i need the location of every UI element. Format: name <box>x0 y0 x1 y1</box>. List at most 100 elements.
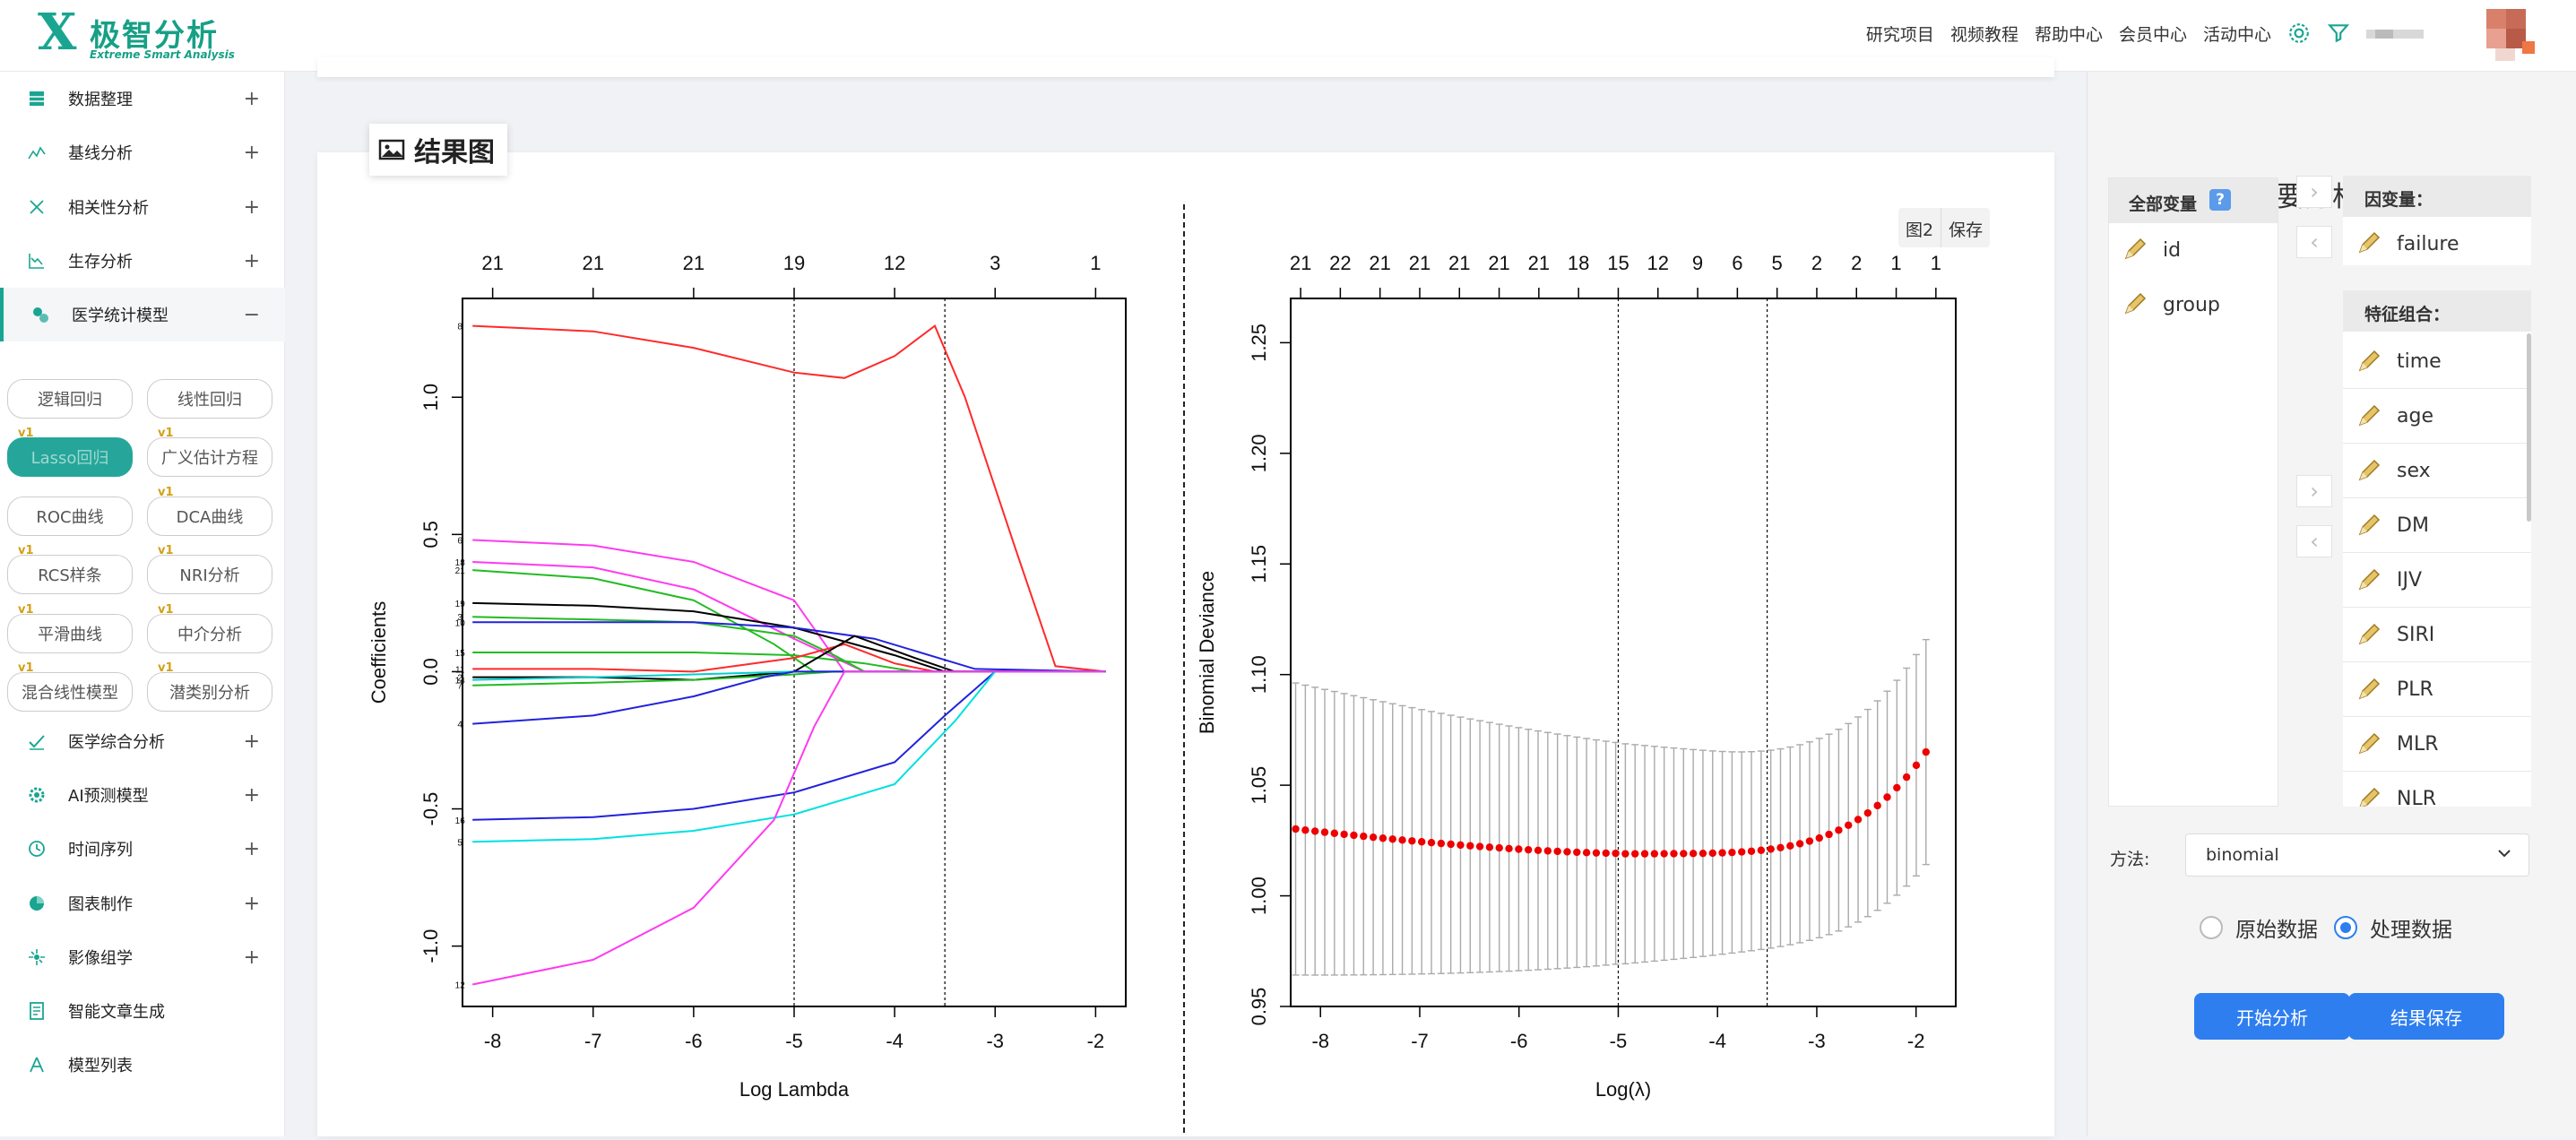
cv-point <box>1330 829 1339 837</box>
cv-point <box>1292 825 1300 833</box>
radio-processed-dot[interactable] <box>2334 916 2357 939</box>
variable-item[interactable]: time <box>2343 335 2531 389</box>
move-right-arrow-1[interactable]: › <box>2296 176 2332 208</box>
dependent-var-label: 因变量： <box>2364 190 2433 210</box>
feature-scrollbar[interactable] <box>2527 333 2531 522</box>
sidebar-toggle-icon[interactable]: + <box>243 892 260 915</box>
sidebar-toggle-icon[interactable]: + <box>243 946 260 969</box>
variable-item[interactable]: sex <box>2343 445 2531 498</box>
sidebar-item-2[interactable]: 相关性分析 + <box>0 180 285 234</box>
x-tick-label: -4 <box>886 1030 903 1052</box>
sidebar-item-label: 医学综合分析 <box>68 733 165 752</box>
filter-icon[interactable] <box>2327 22 2350 45</box>
cv-point <box>1863 808 1872 817</box>
sub-model-button-11[interactable]: 潜类别分析 <box>147 672 272 712</box>
sidebar-item-8[interactable]: 图表制作 + <box>0 877 285 930</box>
figure-2-tab[interactable]: 图2 <box>1906 220 1934 240</box>
sidebar-item-5[interactable]: 医学综合分析 + <box>0 714 285 768</box>
move-right-arrow-2[interactable]: › <box>2296 475 2332 507</box>
sidebar-item-9[interactable]: 影像组学 + <box>0 930 285 984</box>
sidebar-item-11[interactable]: 模型列表 <box>0 1038 285 1092</box>
top-tick-label: 21 <box>1528 252 1550 274</box>
sub-model-button-4[interactable]: ROC曲线 <box>7 497 133 536</box>
y-tick-label: 0.95 <box>1248 988 1270 1026</box>
top-tick-label: 21 <box>1369 252 1390 274</box>
table-icon <box>30 91 44 106</box>
sub-model-button-7[interactable]: NRI分析 <box>147 555 272 594</box>
coef-path-2 <box>472 635 1106 681</box>
sidebar-toggle-icon[interactable]: + <box>243 730 260 753</box>
sidebar-item-label: AI预测模型 <box>68 787 149 806</box>
variable-item[interactable]: age <box>2343 390 2531 444</box>
radio-raw-data[interactable]: 原始数据 <box>2200 912 2318 943</box>
nav-research-projects[interactable]: 研究项目 <box>1865 24 1934 45</box>
logo[interactable]: X 极智分析 Extreme Smart Analysis <box>38 5 235 65</box>
sub-model-button-10[interactable]: 混合线性模型 <box>7 672 133 712</box>
variable-item[interactable]: IJV <box>2343 554 2531 608</box>
cv-point <box>1835 826 1843 834</box>
variable-item[interactable]: PLR <box>2343 663 2531 717</box>
radio-raw-dot[interactable] <box>2200 916 2223 939</box>
sidebar-toggle-icon[interactable]: − <box>243 303 260 326</box>
sub-model-button-0[interactable]: 逻辑回归 <box>7 379 133 419</box>
variable-item[interactable]: group <box>2109 278 2278 332</box>
cv-point <box>1621 850 1629 858</box>
sidebar-toggle-icon[interactable]: + <box>243 783 260 807</box>
help-icon[interactable]: ? <box>2209 189 2231 211</box>
plot-area: -8 -7 -6 -5 -4 -3 -2 -1.0 -0.5 0.0 0.5 1.0 21 21 21 19 1… <box>367 204 2004 1136</box>
variable-name: NLR <box>2397 788 2436 807</box>
nav-activity-center[interactable]: 活动中心 <box>2202 24 2271 45</box>
sub-model-button-5[interactable]: DCA曲线 <box>147 497 272 536</box>
variable-item[interactable]: MLR <box>2343 718 2531 772</box>
cv-point <box>1757 846 1766 854</box>
sub-model-button-3[interactable]: 广义估计方程 <box>147 437 272 477</box>
sidebar-toggle-icon[interactable]: + <box>243 249 260 272</box>
method-select[interactable]: binomial <box>2185 833 2529 877</box>
username-placeholder <box>2366 30 2424 39</box>
sidebar-item-3[interactable]: 生存分析 + <box>0 234 285 288</box>
cv-point <box>1582 849 1591 857</box>
sub-model-button-2[interactable]: Lasso回归 <box>7 437 133 477</box>
sidebar-toggle-icon[interactable]: + <box>243 87 260 110</box>
sidebar-toggle-icon[interactable]: + <box>243 837 260 860</box>
nav-help-center[interactable]: 帮助中心 <box>2034 24 2103 45</box>
sub-model-button-8[interactable]: 平滑曲线 <box>7 614 133 653</box>
radio-processed-data[interactable]: 处理数据 <box>2334 912 2452 943</box>
sidebar-item-0[interactable]: 数据整理 + <box>0 72 285 125</box>
sidebar-item-4[interactable]: 医学统计模型 − <box>0 288 285 341</box>
variable-item[interactable]: id <box>2109 223 2278 277</box>
top-tick-label: 1 <box>1090 252 1101 274</box>
save-result-button[interactable]: 结果保存 <box>2348 993 2504 1040</box>
variable-item[interactable]: DM <box>2343 499 2531 553</box>
top-tick-label: 9 <box>1692 252 1703 274</box>
sub-model-button-6[interactable]: RCS样条 <box>7 555 133 594</box>
start-analysis-button[interactable]: 开始分析 <box>2194 993 2350 1040</box>
cv-point <box>1408 837 1416 845</box>
y-tick-label: 1.10 <box>1248 655 1270 694</box>
variable-item[interactable]: SIRI <box>2343 609 2531 662</box>
top-tick-label: 1 <box>1890 252 1901 274</box>
version-badge: v1 <box>18 427 34 440</box>
sub-model-button-1[interactable]: 线性回归 <box>147 379 272 419</box>
nav-video-tutorials[interactable]: 视频教程 <box>1949 24 2018 45</box>
sidebar-item-6[interactable]: AI预测模型 + <box>0 768 285 822</box>
gear-icon[interactable] <box>2287 22 2311 45</box>
variable-item[interactable]: failure <box>2343 217 2531 271</box>
sub-model-button-9[interactable]: 中介分析 <box>147 614 272 653</box>
sidebar-toggle-icon[interactable]: + <box>243 195 260 219</box>
all-vars-box: 全部变量 ? id group <box>2108 177 2278 807</box>
sidebar-toggle-icon[interactable]: + <box>243 141 260 164</box>
top-tick-label: 1 <box>1931 252 1941 274</box>
x-tick-label: -6 <box>685 1030 703 1052</box>
radio-raw-label: 原始数据 <box>2235 919 2318 942</box>
avatar[interactable] <box>2481 5 2540 65</box>
sidebar-item-7[interactable]: 时间序列 + <box>0 822 285 876</box>
move-left-arrow-1[interactable]: ‹ <box>2296 226 2332 258</box>
variable-item[interactable]: NLR <box>2343 773 2531 807</box>
sidebar-item-10[interactable]: 智能文章生成 <box>0 984 285 1038</box>
nav-member-center[interactable]: 会员中心 <box>2118 24 2187 45</box>
move-left-arrow-2[interactable]: ‹ <box>2296 525 2332 557</box>
method-label: 方法: <box>2110 850 2150 869</box>
sidebar-item-1[interactable]: 基线分析 + <box>0 125 285 179</box>
save-image-button[interactable]: 保存 <box>1941 208 1990 247</box>
